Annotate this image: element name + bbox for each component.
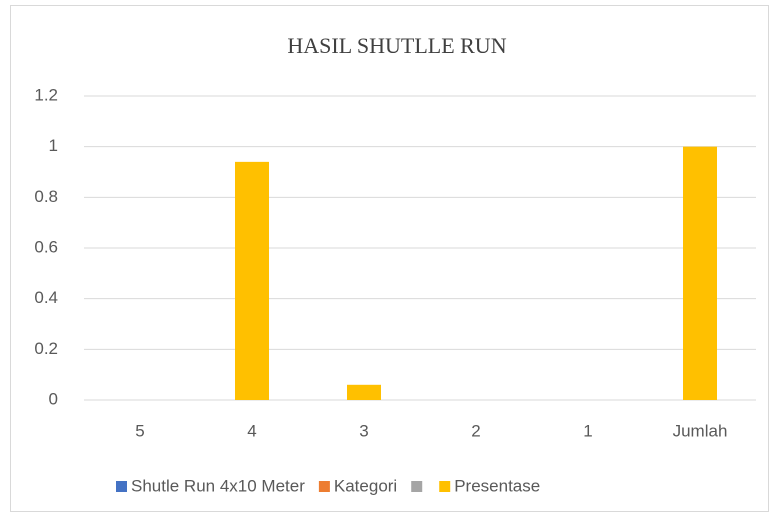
bar xyxy=(347,384,381,400)
y-tick-label: 0.4 xyxy=(34,288,58,307)
y-tick-label: 0.6 xyxy=(34,237,58,256)
legend-label: Kategori xyxy=(334,476,397,495)
legend-swatch xyxy=(116,481,127,492)
chart-title: HASIL SHUTLLE RUN xyxy=(287,33,506,58)
x-tick-label: Jumlah xyxy=(673,421,728,440)
x-tick-label: 3 xyxy=(359,421,368,440)
legend-swatch xyxy=(439,481,451,492)
legend-label: Presentase xyxy=(454,476,540,495)
y-tick-label: 0.2 xyxy=(34,339,58,358)
bar xyxy=(683,146,717,400)
x-tick-label: 1 xyxy=(583,421,592,440)
y-tick-label: 1.2 xyxy=(34,85,58,104)
x-tick-label: 4 xyxy=(247,421,256,440)
legend-swatch xyxy=(318,481,330,492)
y-tick-label: 0 xyxy=(49,389,58,408)
x-tick-label: 2 xyxy=(471,421,480,440)
chart-border xyxy=(10,5,769,512)
y-tick-label: 1 xyxy=(49,136,58,155)
bar xyxy=(235,161,269,400)
x-tick-label: 5 xyxy=(135,421,144,440)
legend-label: Shutle Run 4x10 Meter xyxy=(131,476,305,495)
legend-swatch xyxy=(411,481,423,492)
y-tick-label: 0.8 xyxy=(34,187,58,206)
